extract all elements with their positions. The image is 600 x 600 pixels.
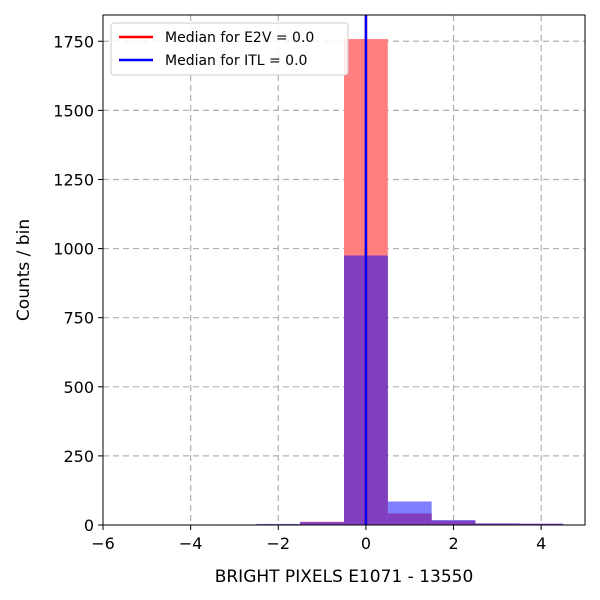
y-tick-label: 1500 — [53, 101, 94, 120]
axis-ticks: −6 −4 −2 0 2 4 0 250 500 750 1000 1250 1500 1750 — [53, 32, 546, 553]
legend: Median for E2V = 0.0 Median for ITL = 0.… — [110, 22, 349, 76]
bar-overlap — [387, 513, 432, 525]
x-tick-label: −2 — [266, 534, 290, 553]
legend-box — [110, 22, 349, 76]
bar-overlap — [519, 523, 564, 525]
histogram-bars — [212, 39, 564, 526]
x-tick-label: −4 — [179, 534, 203, 553]
y-tick-label: 250 — [63, 447, 94, 466]
y-tick-label: 0 — [84, 516, 94, 535]
x-tick-label: 2 — [448, 534, 458, 553]
y-tick-label: 1000 — [53, 240, 94, 259]
y-tick-label: 1750 — [53, 32, 94, 51]
y-tick-label: 1250 — [53, 170, 94, 189]
x-tick-label: 0 — [361, 534, 371, 553]
x-tick-label: −6 — [91, 534, 115, 553]
y-tick-label: 750 — [63, 309, 94, 328]
plot-area-frame — [102, 14, 586, 526]
y-tick-label: 500 — [63, 378, 94, 397]
bar-overlap — [475, 523, 520, 525]
bar-overlap — [300, 522, 344, 525]
bar-overlap — [431, 520, 476, 525]
legend-label-itl: Median for ITL = 0.0 — [165, 53, 307, 69]
x-axis-label: BRIGHT PIXELS E1071 - 13550 — [215, 567, 474, 587]
legend-label-e2v: Median for E2V = 0.0 — [165, 30, 314, 46]
x-tick-label: 4 — [536, 534, 546, 553]
y-axis-label: Counts / bin — [14, 219, 34, 321]
